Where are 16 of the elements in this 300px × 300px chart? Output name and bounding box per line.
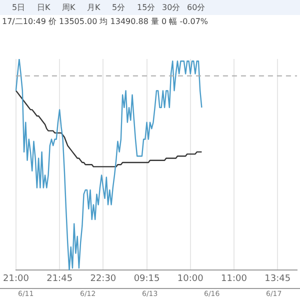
text: 5日 xyxy=(12,2,26,13)
x-tick-label: 21:45 xyxy=(46,274,73,284)
text: 5分 xyxy=(112,2,126,13)
text: 月K xyxy=(87,2,102,13)
text: 周K xyxy=(62,2,76,13)
text: 日K xyxy=(37,2,52,13)
x-tick-label: 22:30 xyxy=(90,274,116,284)
text: 30分 xyxy=(162,2,182,13)
text: 60分 xyxy=(187,2,206,13)
text: 15分 xyxy=(137,2,156,13)
x-tick-label: 09:15 xyxy=(134,274,160,284)
x-tick-label: 10:00 xyxy=(177,274,204,284)
chart-title: 17/二10:49 价 13505.00 均 13490.88 量 0 幅 -0.07% xyxy=(1,16,210,28)
x-tick-label: 21:00 xyxy=(3,274,30,284)
x-tick-label: 11:00 xyxy=(221,274,248,284)
x-tick-label: 13:45 xyxy=(264,274,291,284)
